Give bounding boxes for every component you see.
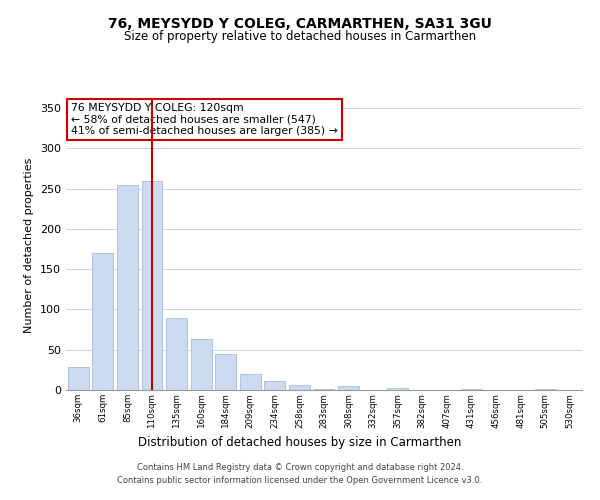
Bar [166,318,187,390]
Bar [215,354,236,390]
Bar [387,388,408,390]
Bar [535,389,556,390]
Bar [461,389,482,390]
Y-axis label: Number of detached properties: Number of detached properties [25,158,34,332]
Bar [240,374,261,390]
Text: Size of property relative to detached houses in Carmarthen: Size of property relative to detached ho… [124,30,476,43]
Bar [68,368,89,390]
Bar [142,180,163,390]
Bar [92,253,113,390]
Text: Contains HM Land Registry data © Crown copyright and database right 2024.
Contai: Contains HM Land Registry data © Crown c… [118,464,482,485]
Bar [191,339,212,390]
Bar [289,385,310,390]
Bar [265,381,286,390]
Text: 76, MEYSYDD Y COLEG, CARMARTHEN, SA31 3GU: 76, MEYSYDD Y COLEG, CARMARTHEN, SA31 3G… [108,18,492,32]
Bar [314,389,334,390]
Text: Distribution of detached houses by size in Carmarthen: Distribution of detached houses by size … [139,436,461,449]
Bar [117,184,138,390]
Text: 76 MEYSYDD Y COLEG: 120sqm
← 58% of detached houses are smaller (547)
41% of sem: 76 MEYSYDD Y COLEG: 120sqm ← 58% of deta… [71,103,338,136]
Bar [338,386,359,390]
